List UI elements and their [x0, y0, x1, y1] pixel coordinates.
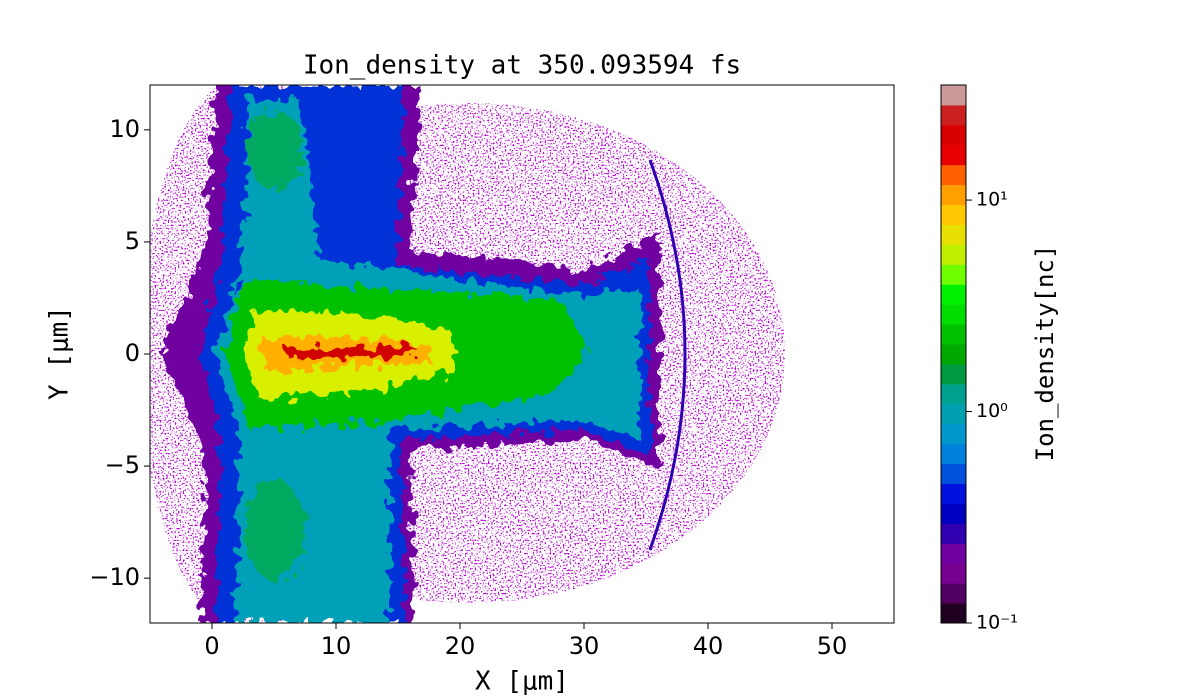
x-tick-label: 50 [817, 632, 848, 660]
colorbar-segment [941, 603, 966, 624]
colorbar-segment [941, 304, 966, 325]
density-field [150, 85, 785, 623]
colorbar-frame [940, 84, 967, 624]
colorbar-segment [941, 563, 966, 584]
colorbar-segment [941, 244, 966, 265]
x-axis-label: X [μm] [475, 667, 569, 697]
x-tick-label: 20 [445, 632, 476, 660]
colorbar-segment [941, 403, 966, 425]
colorbar-segment [941, 483, 966, 504]
colorbar-segment [941, 104, 966, 126]
x-tick-label: 40 [693, 632, 724, 660]
colorbar-segment [941, 264, 966, 285]
x-tick-label: 0 [204, 632, 219, 660]
y-tick-label: 5 [125, 227, 140, 255]
colorbar-segment [941, 383, 966, 405]
colorbar-label: Ion_density[nc] [1031, 245, 1059, 462]
colorbar-segment [941, 144, 966, 166]
shock-front [648, 159, 687, 551]
y-tick-label: 10 [109, 115, 140, 143]
colorbar-segment [941, 543, 966, 564]
colorbar-segment [941, 324, 966, 345]
y-axis-label: Y [μm] [45, 306, 75, 400]
colorbar-segment [941, 184, 966, 206]
x-tick-label: 10 [321, 632, 352, 660]
colorbar-segment [941, 85, 966, 106]
y-tick-label: −5 [105, 451, 140, 479]
colorbar-tick-label: 10⁻¹ [976, 612, 1018, 634]
colorbar-segment [941, 423, 966, 445]
colorbar-segment [941, 284, 966, 305]
colorbar-segment [941, 204, 966, 225]
colorbar-segment [941, 443, 966, 465]
y-tick-label: −10 [89, 563, 140, 591]
chart-title: Ion_density at 350.093594 fs [303, 51, 741, 81]
x-tick-label: 30 [569, 632, 600, 660]
colorbar-tick-label: 10⁰ [976, 400, 1008, 422]
colorbar-segment [941, 363, 966, 385]
colorbar-tick-label: 10¹ [976, 189, 1008, 211]
colorbar-segment [941, 523, 966, 544]
colorbar-segment [941, 224, 966, 245]
y-tick-label: 0 [125, 339, 140, 367]
colorbar-segment [941, 344, 966, 365]
colorbar-segment [941, 503, 966, 524]
colorbar-segment [941, 124, 966, 146]
colorbar-segment [941, 164, 966, 186]
colorbar-segment [941, 463, 966, 485]
colorbar-segment [941, 583, 966, 604]
